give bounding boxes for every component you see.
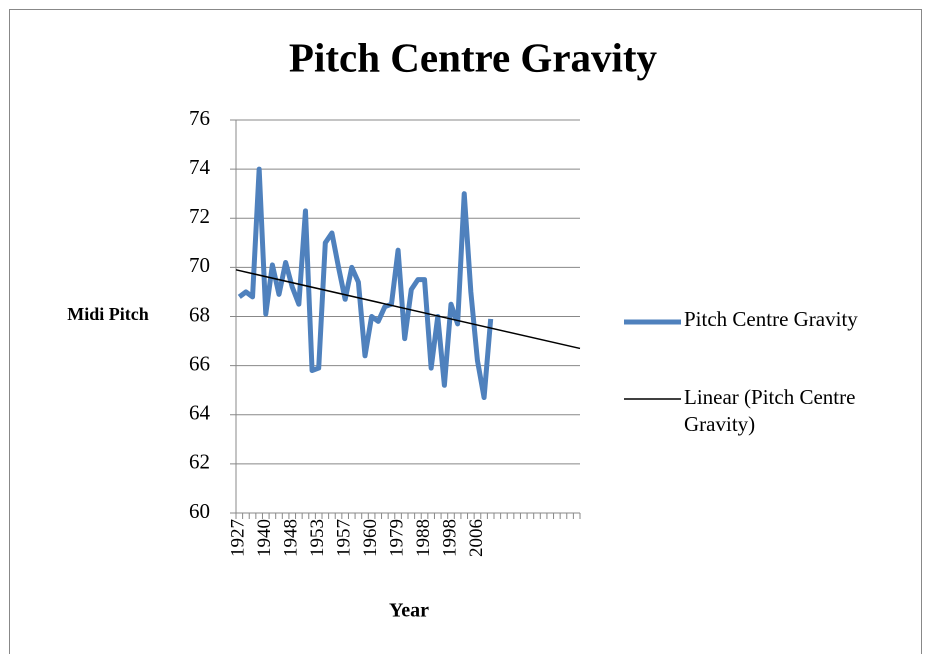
y-tick-label: 64 [189,401,211,425]
x-tick-label: 2006 [466,519,487,557]
x-tick-label: 1948 [281,519,302,557]
y-tick-label: 60 [189,499,210,523]
y-tick-label: 62 [189,450,210,474]
x-tick-label: 1957 [334,519,355,557]
y-tick-label: 68 [189,302,210,326]
y-tick-label: 74 [189,155,211,179]
trendline [235,269,581,350]
chart-border [9,9,922,654]
x-tick-label: 1953 [307,519,328,557]
y-tick-label: 72 [189,204,210,228]
x-tick-label: 1988 [413,519,434,557]
x-axis-label: Year [389,600,429,622]
x-tick-label: 1940 [254,519,275,557]
x-tick-label: 1979 [386,519,407,557]
y-tick-label: 66 [189,351,210,375]
data-line [237,166,494,401]
y-tick-label: 70 [189,253,210,277]
legend-label: Linear (Pitch Centre Gravity) [684,385,856,436]
y-tick-label: 76 [189,106,210,130]
chart-title: Pitch Centre Gravity [289,34,658,80]
legend-label: Pitch Centre Gravity [684,307,858,331]
x-tick-label: 1927 [228,519,249,557]
x-tick-label: 1960 [360,519,381,557]
x-tick-label: 1998 [439,519,460,557]
y-axis-label: Midi Pitch [67,304,149,324]
